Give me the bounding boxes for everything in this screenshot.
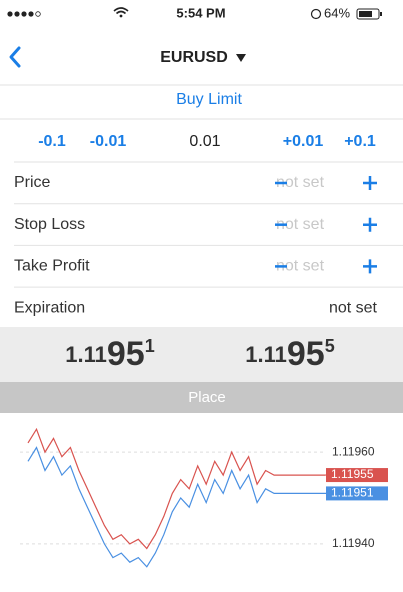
price-tag: [326, 468, 388, 483]
row-value: not set: [276, 174, 325, 191]
price-line: [27, 427, 325, 550]
wifi-icon: [113, 7, 129, 15]
volume-step[interactable]: -0.01: [90, 133, 127, 150]
y-tick-label: 1.11960: [332, 444, 375, 458]
signal: [7, 11, 41, 17]
quote-panel: [0, 327, 403, 382]
plus-button[interactable]: [363, 217, 377, 232]
battery-outline: [356, 8, 380, 20]
place-label: Place: [188, 389, 226, 406]
back-button[interactable]: [9, 46, 21, 68]
row-value[interactable]: not set: [329, 299, 378, 316]
battery-tip: [380, 12, 382, 16]
battery-text: 64%: [324, 5, 350, 20]
status-time: 5:54 PM: [176, 5, 225, 20]
volume-step[interactable]: +0.1: [344, 133, 376, 150]
volume-step[interactable]: +0.01: [283, 133, 324, 150]
volume-step[interactable]: -0.1: [38, 133, 66, 150]
order-type[interactable]: Buy Limit: [176, 91, 242, 108]
price-tag-label: 1.11955: [331, 467, 374, 481]
volume-value: 0.01: [189, 133, 220, 150]
row-label: Price: [14, 174, 51, 191]
bid-quote[interactable]: 1.11951: [65, 335, 154, 373]
row-label: Expiration: [14, 299, 85, 316]
plus-button[interactable]: [363, 176, 377, 190]
nav-title: EURUSD: [160, 49, 228, 66]
dropdown-arrow[interactable]: [236, 54, 246, 62]
lock-icon: [310, 8, 322, 20]
price-line: [27, 446, 325, 568]
row-label: Take Profit: [14, 258, 90, 275]
row-value: not set: [276, 216, 325, 233]
price-tag: [326, 486, 388, 501]
row-label: Stop Loss: [14, 216, 85, 233]
wifi-dot: [119, 14, 123, 18]
row-value: not set: [276, 258, 325, 275]
y-tick-label: 1.11940: [332, 536, 375, 550]
price-tag-label: 1.11951: [331, 486, 374, 500]
battery-level: [359, 11, 372, 17]
ask-quote[interactable]: 1.11955: [245, 335, 334, 373]
place-button[interactable]: [0, 382, 403, 413]
plus-button[interactable]: [363, 259, 377, 274]
